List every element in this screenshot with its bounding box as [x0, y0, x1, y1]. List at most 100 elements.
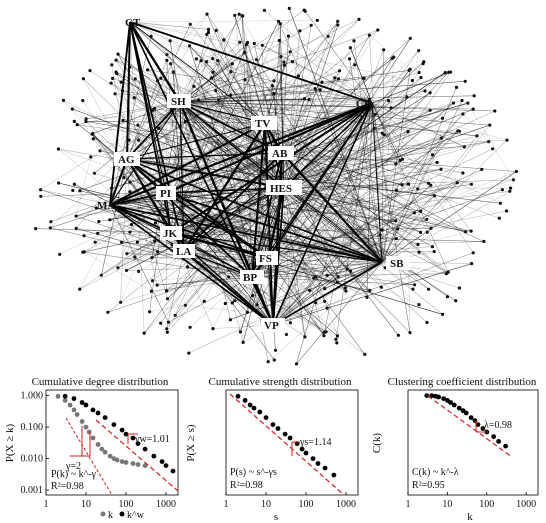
x-axis-label: s: [274, 511, 278, 523]
network-node: [210, 76, 214, 80]
network-edge: [283, 24, 339, 189]
network-node: [432, 250, 436, 254]
network-node: [155, 283, 159, 287]
hub-label-box: [256, 251, 278, 265]
hub-label-box: [156, 186, 176, 200]
network-node: [137, 269, 141, 273]
legend-marker-kw: [119, 511, 125, 517]
network-node: [91, 131, 95, 136]
network-node: [363, 352, 367, 356]
hub-edge: [251, 276, 274, 326]
network-node: [143, 187, 147, 191]
network-edge: [324, 102, 373, 333]
network-edge: [251, 169, 482, 278]
network-edge: [283, 187, 427, 220]
network-node: [57, 181, 61, 185]
network-node: [217, 98, 221, 102]
network-edge: [283, 61, 424, 189]
network-edge: [179, 101, 371, 291]
network-node: [454, 299, 458, 303]
network-node: [471, 107, 475, 111]
network-node: [243, 78, 247, 82]
data-point: [74, 412, 80, 417]
hub-edge: [109, 122, 266, 206]
network-edge: [381, 57, 394, 263]
network-edge: [267, 210, 507, 259]
network-node: [252, 41, 256, 46]
network-node: [109, 81, 113, 85]
network-edge: [251, 58, 393, 278]
data-point: [99, 446, 105, 452]
hub-label-sb: SB: [386, 256, 410, 270]
network-edge: [40, 189, 172, 234]
network-edge: [72, 108, 285, 189]
network-node: [270, 84, 274, 88]
network-node: [435, 160, 439, 165]
network-node: [400, 183, 404, 187]
network-hub-labels: CT SH CP TV AB HES AG: [97, 17, 410, 332]
network-edge: [279, 40, 373, 104]
network-node: [113, 200, 117, 204]
network-node: [348, 46, 352, 50]
network-node: [149, 34, 153, 38]
gamma-s-annotation: γs=1.14: [299, 437, 331, 448]
network-edge: [72, 108, 285, 189]
network-node: [89, 155, 93, 159]
hub-label-box: [114, 152, 140, 166]
data-point: [448, 400, 453, 405]
network-edge: [179, 100, 389, 103]
network-edge: [371, 90, 426, 104]
network-edge: [283, 187, 382, 288]
network-node: [451, 101, 455, 105]
network-node: [116, 52, 120, 56]
network-edge: [129, 66, 283, 154]
network-edge: [89, 70, 383, 263]
network-edge: [170, 21, 279, 234]
network-node: [419, 209, 423, 213]
network-edge: [304, 11, 373, 104]
network-node: [230, 62, 234, 66]
chart-title: Clustering coefficient distribution: [388, 376, 537, 388]
network-node: [498, 201, 502, 205]
data-point: [111, 422, 117, 427]
network-edge: [264, 10, 373, 104]
hub-edge: [126, 101, 181, 160]
hub-label-tv: TV: [251, 116, 277, 130]
network-edge: [147, 69, 283, 154]
network-node: [159, 321, 163, 325]
network-node: [277, 19, 281, 23]
network-node: [206, 30, 211, 34]
network-node: [400, 157, 405, 161]
network-node: [49, 220, 53, 224]
data-point: [263, 415, 269, 420]
network-edge: [165, 100, 463, 194]
network-edge: [264, 29, 378, 124]
network-node: [128, 180, 132, 184]
network-node: [71, 188, 75, 192]
network-node: [165, 297, 170, 301]
network-node: [78, 189, 82, 193]
y-tick-label: 0.100: [21, 422, 44, 433]
network-node: [119, 300, 123, 304]
network-node: [244, 43, 248, 47]
network-node: [241, 340, 245, 344]
network-node: [344, 289, 348, 293]
network-edge: [120, 257, 269, 303]
data-point: [235, 393, 241, 399]
network-node: [229, 70, 233, 74]
network-edge: [369, 35, 411, 70]
legend-label-kw: k^w: [127, 510, 145, 521]
network-node: [508, 189, 512, 193]
r2-annotation: R²=0.95: [412, 480, 445, 491]
network-node: [194, 57, 198, 61]
data-point: [429, 393, 435, 398]
legend-marker-k: [100, 511, 106, 517]
strength-distribution-panel: Cumulative strength distribution P(X ≥ s…: [185, 376, 359, 523]
hub-edge: [126, 158, 269, 259]
network-node: [183, 303, 187, 307]
network-node: [290, 60, 295, 64]
network-edge: [230, 71, 373, 104]
network-edge: [179, 101, 433, 247]
network-edge: [85, 121, 266, 124]
hub-edge: [126, 158, 253, 278]
